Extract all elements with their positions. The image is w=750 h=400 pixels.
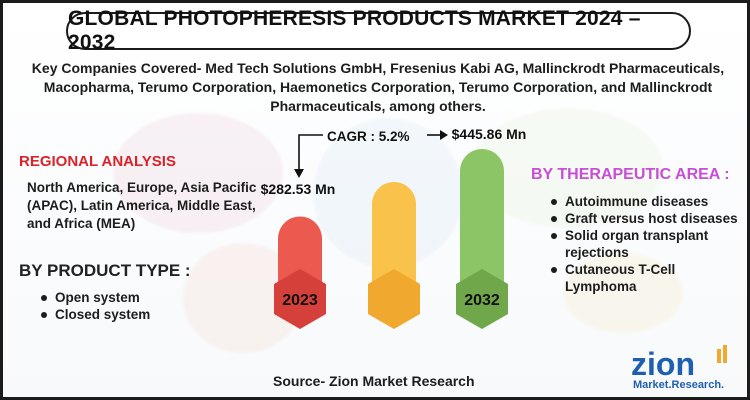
title-text: GLOBAL PHOTOPHERESIS PRODUCTS MARKET 202… — [68, 7, 641, 54]
chart-bar — [460, 149, 504, 299]
list-item: Cutaneous T-Cell Lymphoma — [549, 261, 747, 295]
arrow-head-icon — [294, 169, 304, 178]
arrow-head-icon — [440, 130, 448, 140]
chart-category-label: 2023 — [282, 292, 318, 309]
world-map-background — [113, 113, 283, 233]
regional-heading: REGIONAL ANALYSIS — [19, 153, 176, 170]
chart-category-label: 2032 — [464, 292, 500, 309]
cagr-label: CAGR : 5.2% — [327, 129, 410, 144]
chart-bar — [372, 182, 416, 299]
logo-sub: Market.Research. — [633, 379, 724, 391]
arrow-down-icon — [298, 134, 323, 171]
logo-arrow-icon — [717, 345, 727, 363]
zion-logo: zion Market.Research. — [631, 345, 727, 391]
therapeutic-area-heading: BY THERAPEUTIC AREA : — [531, 166, 730, 183]
logo-brand: zion — [631, 346, 695, 382]
product-type-heading: BY PRODUCT TYPE : — [19, 261, 191, 280]
regional-text: North America, Europe, Asia Pacific (APA… — [27, 180, 257, 231]
market-growth-chart: 2023 2032 $282.53 Mn $445.86 Mn CAGR : 5.2% — [261, 126, 527, 329]
list-item: Autoimmune diseases — [549, 193, 747, 210]
world-map-background — [563, 253, 683, 333]
world-map-background — [473, 108, 663, 228]
page-title: GLOBAL PHOTOPHERESIS PRODUCTS MARKET 202… — [66, 7, 691, 54]
source-text: Source- Zion Market Research — [273, 373, 475, 389]
chart-bar-base-hexagon — [456, 269, 508, 329]
chart-value-label: $445.86 Mn — [452, 126, 527, 142]
list-item: Solid organ transplant rejections — [549, 227, 747, 261]
list-item: Graft versus host diseases — [549, 210, 747, 227]
product-type-list: Open system Closed system — [39, 289, 150, 323]
companies-text: Key Companies Covered- Med Tech Solution… — [31, 60, 725, 114]
therapeutic-area-list: Autoimmune diseases Graft versus host di… — [549, 193, 747, 295]
chart-bar-base-hexagon — [274, 269, 326, 329]
chart-value-label: $282.53 Mn — [261, 181, 336, 197]
chart-bar-base-hexagon — [368, 269, 420, 329]
list-item: Closed system — [39, 306, 150, 323]
list-item: Open system — [39, 289, 150, 306]
